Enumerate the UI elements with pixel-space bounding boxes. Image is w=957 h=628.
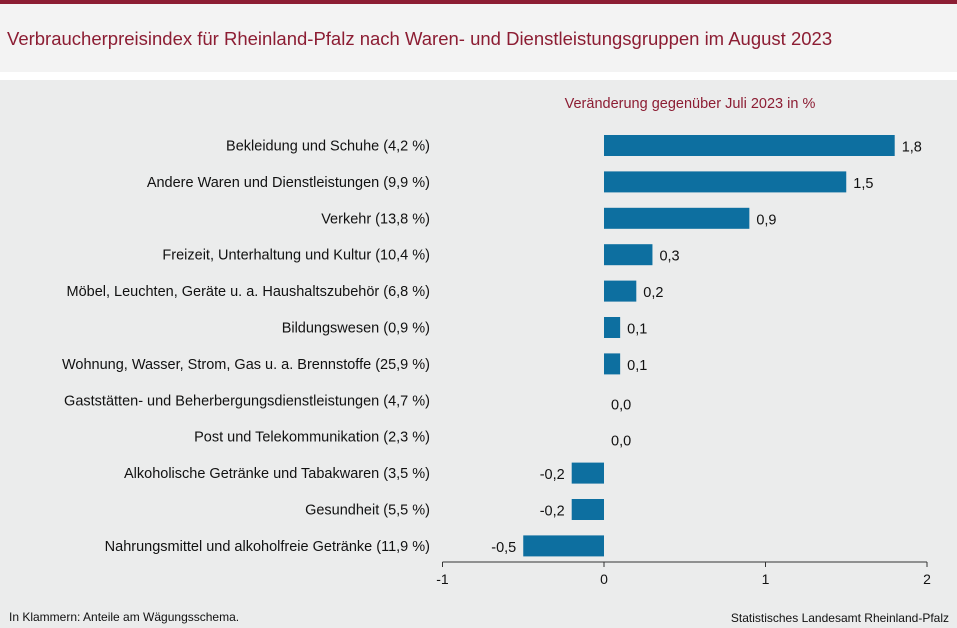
value-label: -0,5: [491, 540, 516, 556]
bar: [604, 244, 653, 266]
category-label: Möbel, Leuchten, Geräte u. a. Haushaltsz…: [66, 284, 430, 300]
header: Verbraucherpreisindex für Rheinland-Pfal…: [0, 4, 957, 72]
x-tick-label: 0: [600, 571, 608, 587]
value-label: -0,2: [540, 467, 565, 483]
bar: [523, 535, 604, 557]
bar: [604, 171, 847, 193]
category-label: Wohnung, Wasser, Strom, Gas u. a. Brenns…: [62, 357, 430, 373]
category-labels-group: Bekleidung und Schuhe (4,2 %) 1,8 Andere W…: [62, 139, 922, 556]
category-label: Freizeit, Unterhaltung und Kultur (10,4 …: [162, 248, 430, 264]
value-label: -0,2: [540, 504, 565, 520]
value-label: 0,1: [627, 358, 647, 374]
category-label: Verkehr (13,8 %): [321, 211, 430, 227]
category-label: Nahrungsmittel und alkoholfreie Getränke…: [105, 539, 430, 555]
bar: [604, 317, 621, 338]
header-divider: [0, 72, 957, 80]
value-label: 1,8: [902, 140, 922, 156]
chart-subtitle: Veränderung gegenüber Juli 2023 in %: [565, 96, 816, 112]
bar: [604, 353, 621, 375]
bars-group: [523, 135, 895, 557]
value-label: 1,5: [853, 176, 873, 192]
bar: [604, 280, 637, 302]
value-label: 0,0: [611, 434, 631, 450]
top-accent-bar: [0, 0, 957, 4]
category-label: Gesundheit (5,5 %): [305, 503, 430, 519]
bar: [571, 462, 604, 484]
category-label: Alkoholische Getränke und Tabakwaren (3,…: [124, 466, 430, 482]
x-axis: -1 0 1 2: [436, 561, 931, 587]
value-label: 0,2: [643, 285, 663, 301]
source-label: Statistisches Landesamt Rheinland-Pfalz: [730, 611, 949, 625]
category-label: Gaststätten- und Beherbergungsdienstleis…: [64, 393, 430, 409]
chart-panel: [0, 80, 957, 628]
x-tick-label: -1: [436, 571, 449, 587]
value-label: 0,9: [756, 212, 776, 228]
bar: [604, 207, 750, 229]
category-label: Bildungswesen (0,9 %): [282, 321, 430, 337]
value-label: 0,1: [627, 322, 647, 338]
x-tick-label: 1: [762, 571, 770, 587]
bar: [604, 135, 895, 156]
bar: [571, 499, 604, 520]
category-label: Post und Telekommunikation (2,3 %): [194, 430, 430, 446]
value-label: 0,3: [659, 249, 679, 265]
x-tick-label: 2: [923, 571, 931, 587]
value-label: 0,0: [611, 397, 631, 413]
page-title: Verbraucherpreisindex für Rheinland-Pfal…: [7, 28, 833, 49]
category-label: Andere Waren und Dienstleistungen (9,9 %…: [147, 175, 430, 191]
category-label: Bekleidung und Schuhe (4,2 %): [226, 139, 430, 155]
footnote: In Klammern: Anteile am Wägungsschema.: [9, 610, 240, 624]
